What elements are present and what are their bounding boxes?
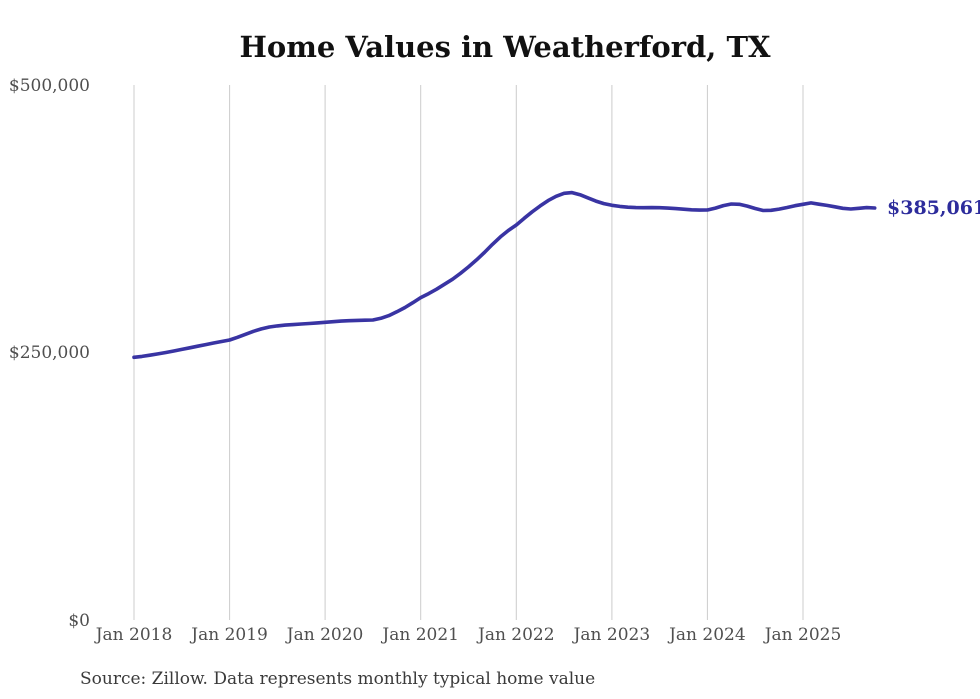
x-tick-label: Jan 2019 — [189, 625, 268, 645]
y-tick-label-0: $0 — [68, 611, 90, 631]
y-axis-tick-labels: $500,000 $250,000 $0 — [9, 76, 90, 631]
x-axis-tick-labels: Jan 2018 Jan 2019 Jan 2020 Jan 2021 Jan 2022… — [94, 625, 842, 645]
y-tick-label-500k: $500,000 — [9, 76, 90, 96]
x-tick-label: Jan 2025 — [763, 625, 842, 645]
x-tick-label: Jan 2018 — [94, 625, 173, 645]
vertical-gridlines — [133, 85, 804, 620]
x-tick-label: Jan 2023 — [572, 625, 651, 645]
x-tick-label: Jan 2020 — [285, 625, 364, 645]
y-tick-label-250k: $250,000 — [9, 343, 90, 363]
x-tick-label: Jan 2022 — [476, 625, 555, 645]
source-note: Source: Zillow. Data represents monthly … — [80, 669, 595, 689]
x-tick-label: Jan 2024 — [667, 625, 746, 645]
current-value-label: $385,061 — [887, 197, 980, 219]
chart-title: Home Values in Weatherford, TX — [239, 30, 771, 64]
home-value-line — [132, 190, 877, 360]
x-tick-label: Jan 2021 — [380, 625, 459, 645]
